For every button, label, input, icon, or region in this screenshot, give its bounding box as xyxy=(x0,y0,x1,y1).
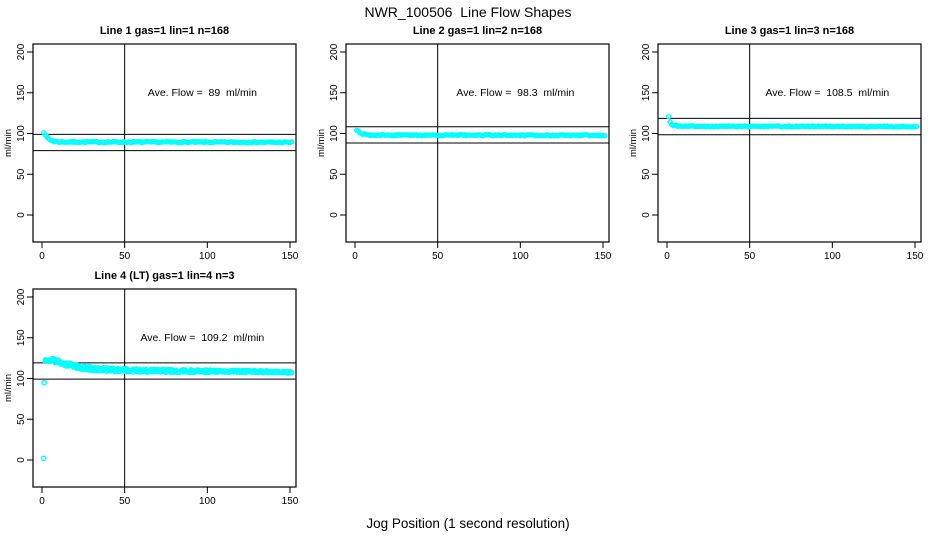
x-tick-label: 50 xyxy=(119,496,131,507)
flow-point xyxy=(666,113,672,120)
y-tick-label: 50 xyxy=(16,413,27,425)
y-axis-unit-label: ml/min xyxy=(3,374,14,402)
x-tick-label: 100 xyxy=(199,251,216,262)
data-points xyxy=(40,355,295,462)
y-tick-label: 0 xyxy=(329,212,340,218)
y-tick-label: 0 xyxy=(641,212,652,218)
panel-line-4: Line 4 (LT) gas=1 lin=4 n=3 0 50 100 150 0 50 1… xyxy=(3,270,299,507)
plot-box xyxy=(32,288,297,488)
x-tick-label: 150 xyxy=(907,251,924,262)
y-tick-label: 50 xyxy=(641,168,652,180)
plot-box xyxy=(32,43,297,243)
ave-flow-annotation: Ave. Flow = 109.2 ml/min xyxy=(140,332,264,344)
y-tick-label: 200 xyxy=(16,43,27,60)
x-tick-label: 0 xyxy=(352,251,358,262)
panel-title: Line 1 gas=1 lin=1 n=168 xyxy=(100,25,229,37)
data-points xyxy=(354,127,608,139)
plot-box xyxy=(657,43,922,243)
y-tick-label: 100 xyxy=(329,125,340,142)
y-tick-label: 100 xyxy=(16,125,27,142)
x-tick-label: 100 xyxy=(199,496,216,507)
figure-title: NWR_100506 Line Flow Shapes xyxy=(364,4,572,20)
flow-point xyxy=(602,133,608,139)
outlier-point xyxy=(41,379,47,386)
x-tick-label: 0 xyxy=(39,496,45,507)
x-tick-label: 100 xyxy=(512,251,529,262)
y-tick-label: 100 xyxy=(16,370,27,387)
data-points xyxy=(41,129,295,146)
y-tick-label: 150 xyxy=(16,329,27,346)
outlier-point xyxy=(40,455,47,462)
y-tick-label: 200 xyxy=(641,43,652,60)
panel-title: Line 2 gas=1 lin=2 n=168 xyxy=(413,25,542,37)
x-tick-label: 50 xyxy=(119,251,131,262)
ave-flow-annotation: Ave. Flow = 89 ml/min xyxy=(148,87,257,99)
x-axis-label: Jog Position (1 second resolution) xyxy=(366,516,570,531)
x-tick-label: 0 xyxy=(664,251,670,262)
panel-line-1: Line 1 gas=1 lin=1 n=168 0 50 100 150 0 50 100 1… xyxy=(3,25,299,262)
flow-point xyxy=(289,369,295,375)
data-points xyxy=(666,113,920,130)
y-tick-label: 0 xyxy=(16,457,27,463)
y-tick-label: 200 xyxy=(329,43,340,60)
y-axis-unit-label: ml/min xyxy=(316,129,327,157)
y-tick-label: 150 xyxy=(329,84,340,101)
flow-point xyxy=(914,123,920,130)
x-tick-label: 150 xyxy=(595,251,612,262)
panel-line-2: Line 2 gas=1 lin=2 n=168 0 50 100 150 0 50 100 1… xyxy=(316,25,612,262)
ave-flow-annotation: Ave. Flow = 108.5 ml/min xyxy=(765,87,889,99)
x-tick-label: 50 xyxy=(744,251,756,262)
x-tick-label: 0 xyxy=(39,251,45,262)
panel-title: Line 3 gas=1 lin=3 n=168 xyxy=(725,25,854,37)
x-tick-label: 50 xyxy=(432,251,444,262)
y-tick-label: 50 xyxy=(16,168,27,180)
flow-point xyxy=(289,139,295,145)
y-tick-label: 100 xyxy=(641,125,652,142)
ave-flow-annotation: Ave. Flow = 98.3 ml/min xyxy=(456,87,574,99)
plot-box xyxy=(345,43,610,243)
y-tick-label: 0 xyxy=(16,212,27,218)
panel-line-3: Line 3 gas=1 lin=3 n=168 0 50 100 150 0 50 100 1… xyxy=(628,25,924,262)
y-tick-label: 150 xyxy=(641,84,652,101)
y-tick-label: 150 xyxy=(16,84,27,101)
y-tick-label: 50 xyxy=(329,168,340,180)
y-tick-label: 200 xyxy=(16,288,27,305)
panel-title: Line 4 (LT) gas=1 lin=4 n=3 xyxy=(94,270,234,282)
y-axis-unit-label: ml/min xyxy=(3,129,14,157)
x-tick-label: 150 xyxy=(282,251,299,262)
x-tick-label: 100 xyxy=(824,251,841,262)
y-axis-unit-label: ml/min xyxy=(628,129,639,157)
x-tick-label: 150 xyxy=(282,496,299,507)
